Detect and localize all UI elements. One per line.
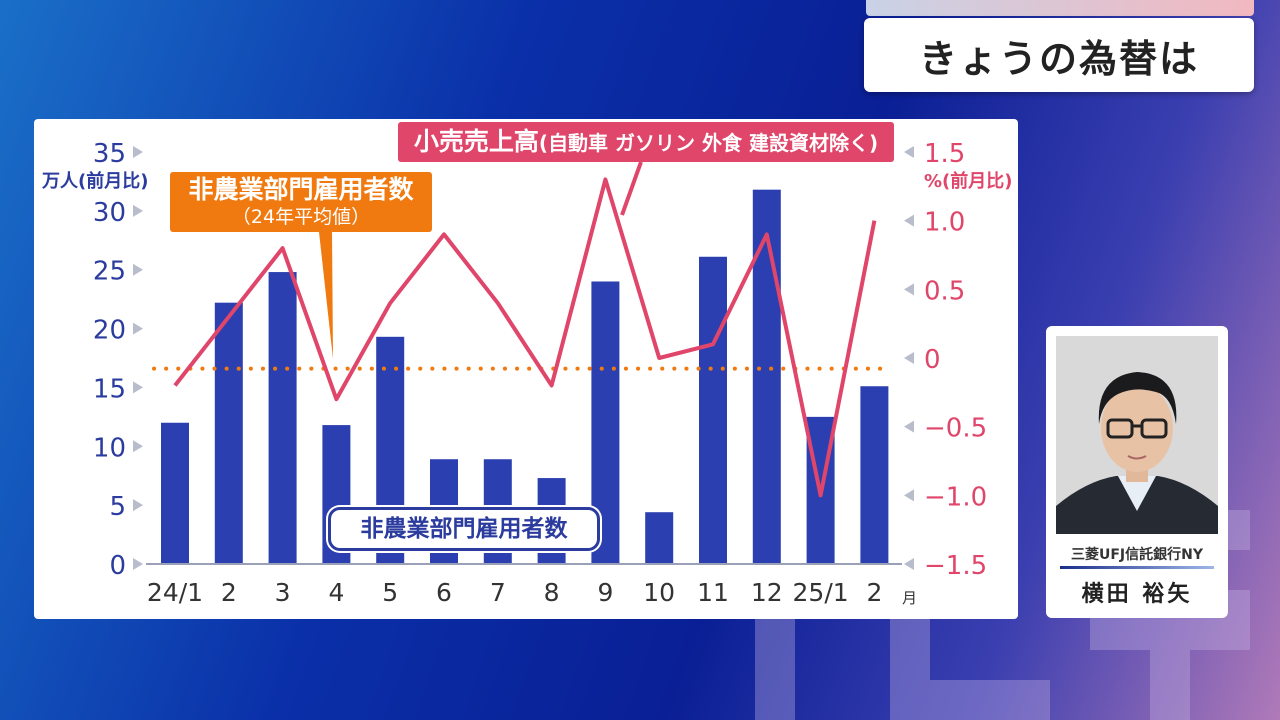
employment-bar [268,272,297,564]
left-tick-marker [133,499,143,512]
speaker-card: 三菱UFJ信託銀行NY 横田 裕矢 [1046,326,1228,618]
left-tick-marker [133,263,143,276]
average-label: 非農業部門雇用者数 （24年平均値） [170,172,432,232]
left-tick-marker [133,322,143,335]
right-tick-marker [904,420,914,433]
x-tick-label: 2 [866,578,882,607]
retail-label: 小売売上高(自動車 ガソリン 外食 建設資材除く) [398,122,894,162]
left-tick-label: 15 [93,374,126,404]
left-tick-label: 30 [93,198,126,228]
left-tick-label: 25 [93,257,126,287]
right-tick-marker [904,214,914,227]
speaker-divider [1060,566,1214,569]
speaker-name: 横田 裕矢 [1081,582,1193,607]
right-tick-label: 0 [924,345,941,375]
employment-bar [214,302,243,564]
retail-label-main: 小売売上高 [413,127,539,156]
left-tick-marker [133,204,143,217]
left-tick-label: 5 [109,492,126,522]
left-tick-label: 35 [93,139,126,169]
employment-bar [752,189,781,564]
speaker-portrait-icon [1056,336,1218,534]
employment-bar [860,386,889,564]
retail-label-sub: (自動車 ガソリン 外食 建設資材除く) [538,131,879,155]
speaker-organization: 三菱UFJ信託銀行NY [1071,547,1203,563]
chart-card: 0 5 10 15 20 25 30 35 1.5 1.0 0.5 0 −0.5 −1.0 −1.5 24… [34,119,1018,619]
left-tick-marker [133,146,143,158]
employment-series-label: 非農業部門雇用者数 [328,507,600,551]
right-tick-label: 0.5 [924,276,965,306]
x-tick-label: 9 [597,578,613,607]
right-axis-label: %(前月比) [924,170,1013,192]
header-accent-strip [866,0,1254,16]
segment-title-box: きょうの為替は [864,18,1254,92]
left-tick-marker [133,558,143,570]
segment-title: きょうの為替は [918,36,1199,81]
right-tick-label: −1.0 [924,482,987,512]
x-tick-label: 6 [436,578,452,607]
x-axis-unit: 月 [902,589,917,607]
right-tick-marker [904,489,914,502]
x-tick-label: 25/1 [793,578,849,607]
average-label-subtitle: （24年平均値） [231,206,371,228]
right-tick-marker [904,352,914,364]
x-tick-label: 4 [328,578,344,607]
employment-bar [699,256,727,564]
x-tick-label: 11 [697,578,729,607]
average-label-title: 非農業部門雇用者数 [188,175,414,204]
employment-bar [161,422,189,564]
x-tick-label: 10 [643,578,675,607]
left-tick-marker [133,440,143,453]
retail-callout-pointer [620,161,643,216]
left-axis-label: 万人(前月比) [41,170,148,192]
speaker-photo [1056,336,1218,534]
average-callout-pointer [319,232,333,359]
retail-sales-line [173,177,877,498]
right-tick-label: 1.5 [924,139,965,169]
right-tick-label: −0.5 [924,414,987,444]
x-tick-label: 7 [490,578,506,607]
x-tick-label: 8 [544,578,560,607]
left-tick-label: 0 [109,551,126,581]
right-tick-marker [904,558,914,570]
x-tick-label: 2 [221,578,237,607]
right-tick-marker [904,283,914,296]
employment-bar [645,512,674,564]
right-tick-label: −1.5 [924,551,987,581]
right-tick-label: 1.0 [924,208,965,238]
x-tick-label: 24/1 [147,578,203,607]
left-tick-label: 20 [93,316,126,346]
left-tick-marker [133,381,143,394]
x-tick-label: 5 [382,578,398,607]
left-tick-label: 10 [93,433,126,463]
right-tick-marker [904,146,914,158]
x-tick-label: 12 [751,578,783,607]
x-tick-label: 3 [275,578,291,607]
